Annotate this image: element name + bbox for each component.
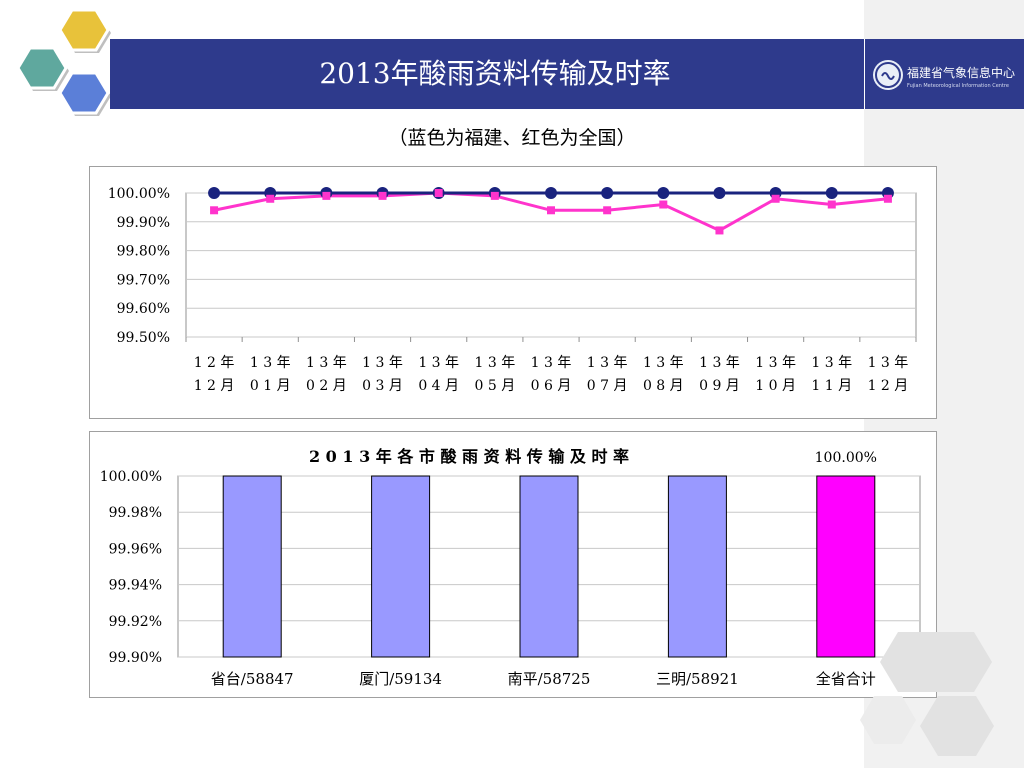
series-national-point (827, 200, 836, 209)
page-title: 2013年酸雨资料传输及时率 (319, 57, 671, 90)
line-x-tick-label: 1 1 月 (811, 378, 852, 394)
line-x-tick-label: 1 3 年 (306, 355, 347, 371)
series-national-point (547, 206, 555, 215)
series-fujian-point (825, 187, 838, 199)
series-national-point (715, 226, 724, 235)
bar-y-tick-label: 99.98% (109, 505, 162, 521)
line-x-tick-label: 1 3 年 (250, 355, 291, 371)
line-x-tick-label: 1 2 月 (868, 378, 909, 394)
line-x-tick-label: 1 3 年 (699, 355, 740, 371)
series-national-point (490, 191, 499, 200)
bar-chart-title: 2 0 1 3 年 各 市 酸 雨 资 料 传 输 及 时 率 (309, 447, 629, 466)
line-x-tick-label: 1 3 年 (531, 355, 572, 371)
line-chart-frame: 100.00% 99.90% 99.80% 99.70% 99.60% 99.50% 1 2… (89, 166, 937, 419)
bar (667, 475, 727, 658)
line-x-tick-label: 0 7 月 (587, 378, 628, 394)
line-x-tick-label: 1 3 年 (643, 355, 684, 371)
line-y-tick-label: 99.90% (117, 215, 170, 231)
logo: 福建省气象信息中心 Fujian Meteorological Informat… (864, 39, 1024, 109)
meteorological-centre-logo-icon (873, 60, 903, 90)
line-x-tick-label: 1 2 月 (194, 378, 235, 394)
bar-y-tick-label: 99.92% (109, 614, 162, 630)
line-x-tick-label: 0 5 月 (474, 378, 515, 394)
series-fujian-point (601, 187, 614, 199)
series-fujian-point (713, 187, 726, 199)
series-national-point (771, 194, 780, 203)
line-x-tick-label: 1 3 年 (811, 355, 852, 371)
bar (519, 475, 579, 658)
bar-x-tick-label: 三明/58921 (656, 670, 739, 688)
bar-data-label: 100.00% (815, 450, 877, 466)
bar (371, 475, 431, 658)
chart-subtitle: （蓝色为福建、红色为全国） (388, 127, 636, 149)
line-x-tick-label: 1 3 年 (587, 355, 628, 371)
series-national-point (883, 194, 892, 203)
line-x-tick-label: 1 2 年 (194, 355, 235, 371)
series-fujian-point (208, 187, 221, 199)
line-chart: 100.00% 99.90% 99.80% 99.70% 99.60% 99.50% 1 2… (108, 186, 917, 394)
series-national-point (322, 191, 331, 200)
line-x-tick-label: 1 3 年 (868, 355, 909, 371)
series-national-point (434, 189, 443, 197)
line-x-tick-label: 0 9 月 (699, 378, 740, 394)
line-x-tick-label: 1 3 年 (418, 355, 459, 371)
series-fujian-point (545, 187, 557, 199)
line-x-tick-label: 0 2 月 (306, 378, 347, 394)
hexagon-watermark-icon (860, 632, 994, 756)
series-national-point (266, 194, 275, 203)
bar-y-tick-label: 99.90% (109, 650, 162, 666)
bar-y-tick-label: 100.00% (100, 469, 162, 485)
bar-y-tick-label: 99.94% (109, 578, 162, 594)
line-x-tick-label: 0 6 月 (531, 378, 572, 394)
bar-chart: 2 0 1 3 年 各 市 酸 雨 资 料 传 输 及 时 率 100.00% 99… (100, 447, 921, 688)
bar (222, 475, 282, 658)
line-y-tick-label: 100.00% (108, 186, 170, 202)
bar-y-tick-label: 99.96% (109, 541, 162, 557)
line-y-tick-label: 99.60% (117, 301, 170, 317)
line-x-tick-label: 0 8 月 (643, 378, 684, 394)
series-national-point (210, 206, 219, 215)
logo-name-en: Fujian Meteorological Information Centre (907, 83, 1009, 89)
line-x-tick-label: 0 3 月 (362, 378, 403, 394)
line-y-tick-label: 99.50% (117, 330, 170, 346)
line-x-tick-label: 1 3 年 (474, 355, 515, 371)
bar-x-tick-label: 全省合计 (816, 670, 876, 688)
hexagon-decoration-icon (16, 8, 111, 116)
line-x-tick-label: 1 3 年 (362, 355, 403, 371)
series-fujian-point (657, 187, 670, 199)
line-x-tick-label: 0 1 月 (250, 378, 291, 394)
bar-x-tick-label: 厦门/59134 (359, 670, 442, 688)
line-plot-area (185, 192, 917, 338)
bar-chart-frame: 2 0 1 3 年 各 市 酸 雨 资 料 传 输 及 时 率 100.00% 99… (89, 431, 937, 698)
line-x-tick-label: 0 4 月 (418, 378, 459, 394)
line-y-tick-label: 99.80% (117, 244, 170, 260)
bar-x-tick-label: 南平/58725 (508, 670, 591, 688)
bar (816, 475, 876, 658)
series-national-point (378, 191, 387, 200)
line-x-tick-label: 1 3 年 (755, 355, 796, 371)
header-band (110, 39, 864, 109)
line-x-tick-label: 1 0 月 (755, 378, 796, 394)
series-national-point (603, 206, 612, 215)
bar-x-tick-label: 省台/58847 (211, 670, 294, 688)
logo-name-cn: 福建省气象信息中心 (907, 66, 1016, 80)
series-national-point (659, 200, 668, 209)
line-y-tick-label: 99.70% (117, 272, 170, 288)
